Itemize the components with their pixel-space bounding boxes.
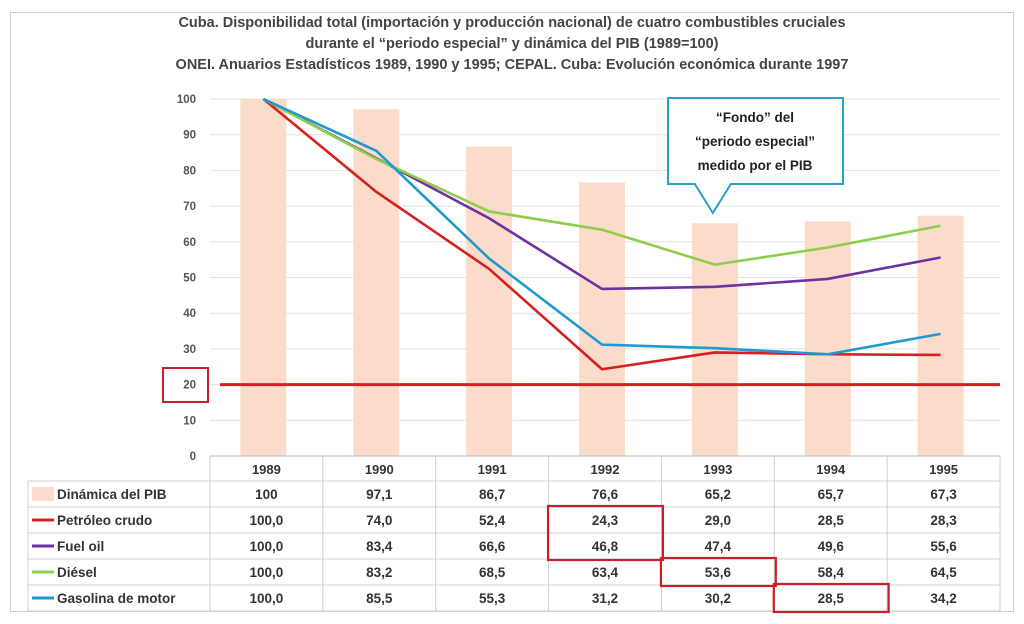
bar-1992 bbox=[579, 182, 625, 456]
table-cell: 29,0 bbox=[705, 513, 731, 528]
legend-key-bar bbox=[32, 487, 54, 501]
table-cell: 83,2 bbox=[366, 565, 392, 580]
y-tick-label: 40 bbox=[183, 308, 196, 320]
x-category-label: 1992 bbox=[591, 462, 620, 477]
annotation-text: “Fondo” del bbox=[716, 110, 794, 125]
table-cell: 47,4 bbox=[705, 539, 732, 554]
y-tick-label: 80 bbox=[183, 165, 196, 177]
table-cell: 68,5 bbox=[479, 565, 506, 580]
y-tick-label: 0 bbox=[190, 451, 196, 463]
table-cell: 74,0 bbox=[366, 513, 392, 528]
bar-1993 bbox=[691, 223, 738, 456]
y-tick-label: 50 bbox=[183, 273, 196, 285]
y-tick-label: 10 bbox=[183, 415, 196, 427]
x-category-label: 1994 bbox=[816, 462, 846, 477]
table-cell: 100,0 bbox=[250, 539, 284, 554]
x-category-label: 1991 bbox=[478, 462, 507, 477]
y-tick-label: 60 bbox=[183, 237, 196, 249]
bar-1994 bbox=[804, 221, 851, 456]
chart-title-line-2: durante el “periodo especial” y dinámica… bbox=[305, 36, 719, 52]
y-tick-label: 100 bbox=[177, 94, 196, 106]
legend-label: Fuel oil bbox=[57, 539, 104, 554]
y-tick-label: 20 bbox=[183, 380, 196, 392]
annotation-callout bbox=[667, 97, 844, 215]
table-cell: 65,7 bbox=[818, 487, 844, 502]
table-cell: 66,6 bbox=[479, 539, 506, 554]
table-cell: 28,5 bbox=[818, 513, 845, 528]
table-cell: 58,4 bbox=[818, 565, 845, 580]
highlight-cell-box bbox=[546, 504, 665, 562]
table-cell: 100,0 bbox=[250, 591, 284, 606]
table-cell: 30,2 bbox=[705, 591, 731, 606]
table-cell: 31,2 bbox=[592, 591, 618, 606]
table-cell: 67,3 bbox=[930, 487, 957, 502]
highlight-cell-box bbox=[772, 582, 890, 614]
line-gasolina-de-motor bbox=[262, 97, 941, 356]
legend-label: Diésel bbox=[57, 565, 97, 580]
table-cell: 83,4 bbox=[366, 539, 393, 554]
annotation-text: “periodo especial” bbox=[695, 134, 815, 149]
bar-1991 bbox=[466, 146, 513, 456]
highlight-cell-box bbox=[659, 556, 777, 588]
y-tick-label: 30 bbox=[183, 344, 196, 356]
chart-subtitle-source: ONEI. Anuarios Estadísticos 1989, 1990 y… bbox=[175, 57, 849, 73]
table-cell: 24,3 bbox=[592, 513, 619, 528]
table-cell: 65,2 bbox=[705, 487, 731, 502]
table-cell: 64,5 bbox=[930, 565, 957, 580]
x-category-label: 1990 bbox=[365, 462, 394, 477]
highlight-tick-box bbox=[162, 367, 209, 403]
table-cell: 63,4 bbox=[592, 565, 619, 580]
bar-1989 bbox=[240, 99, 287, 456]
table-cell: 28,3 bbox=[930, 513, 957, 528]
table-cell: 49,6 bbox=[818, 539, 845, 554]
legend-label: Gasolina de motor bbox=[57, 591, 176, 606]
x-category-label: 1993 bbox=[703, 462, 732, 477]
table-cell: 85,5 bbox=[366, 591, 393, 606]
table-cell: 100 bbox=[255, 487, 278, 502]
y-tick-label: 90 bbox=[183, 130, 196, 142]
table-cell: 100,0 bbox=[250, 565, 284, 580]
table-cell: 100,0 bbox=[250, 513, 284, 528]
table-cell: 55,3 bbox=[479, 591, 506, 606]
table-cell: 52,4 bbox=[479, 513, 506, 528]
annotation-text: medido por el PIB bbox=[698, 158, 813, 173]
y-tick-label: 70 bbox=[183, 201, 196, 213]
table-cell: 86,7 bbox=[479, 487, 505, 502]
table-cell: 34,2 bbox=[930, 591, 956, 606]
table-cell: 53,6 bbox=[705, 565, 732, 580]
legend-label: Petróleo crudo bbox=[57, 513, 152, 528]
table-cell: 28,5 bbox=[818, 591, 845, 606]
table-cell: 55,6 bbox=[930, 539, 957, 554]
chart-title-line-1: Cuba. Disponibilidad total (importación … bbox=[178, 15, 846, 31]
x-category-label: 1995 bbox=[929, 462, 958, 477]
bar-1990 bbox=[353, 109, 400, 456]
x-category-label: 1989 bbox=[252, 462, 281, 477]
table-cell: 76,6 bbox=[592, 487, 619, 502]
line-diésel bbox=[262, 97, 941, 266]
legend-label: Dinámica del PIB bbox=[57, 487, 167, 502]
table-cell: 97,1 bbox=[366, 487, 393, 502]
table-cell: 46,8 bbox=[592, 539, 619, 554]
